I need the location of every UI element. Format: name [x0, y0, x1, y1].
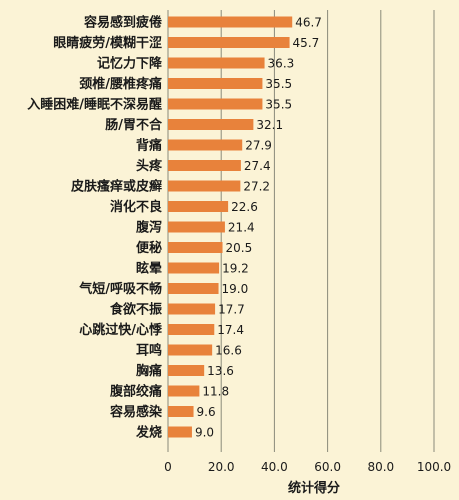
value-label: 46.7 — [295, 16, 322, 30]
value-label: 9.0 — [195, 426, 214, 440]
x-axis-title: 统计得分 — [288, 480, 340, 496]
category-label: 容易感染 — [109, 404, 163, 420]
category-label: 眩晕 — [136, 261, 162, 277]
bar — [168, 283, 219, 294]
bar — [168, 406, 194, 417]
category-label: 腹部绞痛 — [110, 384, 162, 400]
bar — [168, 426, 192, 438]
value-label: 35.5 — [265, 77, 292, 91]
value-label: 17.7 — [218, 303, 245, 317]
value-labels: 46.7 45.7 36.3 35.5 35.5 32.1 27.9 27.4 27.2 22.6… — [195, 16, 322, 440]
value-label: 27.2 — [243, 180, 270, 194]
value-label: 22.6 — [231, 200, 258, 214]
bar — [168, 201, 229, 212]
value-label: 27.4 — [244, 159, 271, 173]
category-label: 气短/呼吸不畅 — [79, 281, 162, 297]
bar — [168, 385, 200, 397]
category-label: 记忆力下降 — [97, 56, 163, 72]
category-label: 心跳过快/心悸 — [79, 322, 163, 338]
x-tick-label: 60.0 — [314, 460, 341, 474]
bar — [168, 98, 263, 110]
value-label: 27.9 — [245, 139, 272, 153]
bar — [168, 221, 225, 233]
category-label: 胸痛 — [136, 363, 162, 379]
x-tick-label: 20.0 — [208, 460, 235, 474]
x-tick-label: 0 — [164, 460, 172, 474]
category-label: 消化不良 — [110, 199, 162, 215]
bar — [168, 16, 293, 28]
category-label: 发烧 — [135, 425, 162, 441]
category-label: 颈椎/腰椎疼痛 — [79, 76, 162, 92]
bar — [168, 180, 241, 192]
value-label: 17.4 — [217, 323, 244, 337]
value-label: 19.0 — [222, 282, 249, 296]
value-label: 32.1 — [256, 118, 283, 132]
bar — [168, 160, 241, 171]
category-label: 皮肤瘙痒或皮癣 — [70, 179, 162, 195]
bar — [168, 119, 254, 130]
bar — [168, 324, 215, 335]
category-label: 容易感到疲倦 — [83, 15, 162, 31]
bar — [168, 139, 243, 151]
bar — [168, 365, 205, 376]
category-label: 食欲不振 — [110, 302, 162, 318]
category-label: 眼睛疲劳/模糊干涩 — [53, 35, 162, 51]
bar — [168, 57, 265, 69]
category-label: 入睡困难/睡眠不深易醒 — [27, 97, 162, 113]
category-labels: 容易感到疲倦眼睛疲劳/模糊干涩记忆力下降颈椎/腰椎疼痛入睡困难/睡眠不深易醒肠/… — [27, 15, 163, 441]
value-label: 16.6 — [215, 344, 242, 358]
bar — [168, 344, 213, 356]
category-label: 肠/胃不合 — [105, 117, 163, 133]
bar — [168, 78, 263, 89]
value-label: 9.6 — [197, 405, 216, 419]
category-label: 便秘 — [136, 240, 162, 256]
bar — [168, 303, 216, 315]
value-label: 21.4 — [228, 221, 255, 235]
bar — [168, 262, 220, 274]
x-axis-ticks: 0 20.0 40.0 60.0 80.0 100.0 — [164, 460, 451, 474]
category-label: 头疼 — [136, 158, 163, 174]
value-label: 11.8 — [202, 385, 229, 399]
value-label: 35.5 — [265, 98, 292, 112]
bar — [168, 37, 290, 48]
value-label: 19.2 — [222, 262, 249, 276]
x-tick-label: 100.0 — [417, 460, 451, 474]
bars — [168, 16, 293, 438]
category-label: 背痛 — [136, 138, 162, 154]
value-label: 45.7 — [293, 36, 320, 50]
value-label: 36.3 — [268, 57, 295, 71]
bar — [168, 242, 223, 253]
x-tick-label: 40.0 — [261, 460, 288, 474]
value-label: 13.6 — [207, 364, 234, 378]
x-tick-label: 80.0 — [367, 460, 394, 474]
category-label: 腹泻 — [136, 220, 162, 236]
category-label: 耳鸣 — [136, 343, 162, 359]
value-label: 20.5 — [226, 241, 253, 255]
